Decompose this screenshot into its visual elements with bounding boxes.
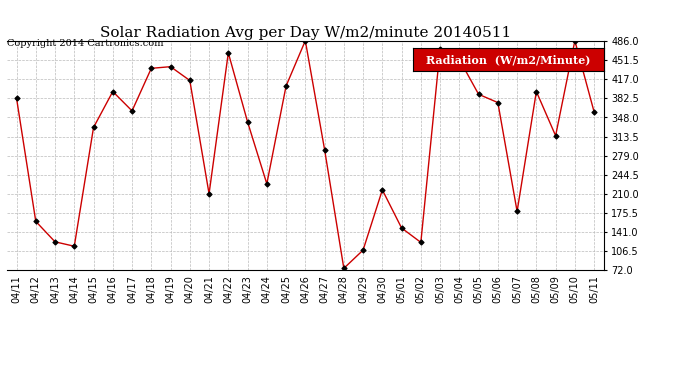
Point (319, 147, 330, 153)
Point (184, 78, 195, 84)
Point (69, 243, 80, 249)
Point (377, 187, 388, 193)
Point (126, 108, 137, 114)
Point (511, 209, 522, 214)
Point (454, 57, 465, 63)
Point (357, 247, 368, 253)
Point (338, 266, 349, 272)
Point (550, 133, 561, 139)
Point (281, 83, 292, 89)
Point (107, 88, 118, 94)
Text: Copyright 2014 Cartronics.com: Copyright 2014 Cartronics.com (7, 39, 164, 48)
Point (493, 100, 504, 106)
Point (30, 218, 41, 224)
Point (165, 64, 176, 70)
Point (223, 50, 234, 56)
Point (299, 38, 310, 44)
Point (415, 239, 426, 245)
Point (204, 191, 215, 197)
Point (262, 181, 273, 187)
Title: Solar Radiation Avg per Day W/m2/minute 20140511: Solar Radiation Avg per Day W/m2/minute … (99, 26, 511, 40)
Point (88, 124, 99, 130)
Point (569, 38, 580, 44)
Point (242, 119, 253, 125)
Point (531, 88, 542, 94)
Point (11, 95, 22, 101)
Point (396, 225, 407, 231)
Point (473, 91, 484, 97)
Point (435, 46, 446, 52)
Point (50, 239, 61, 245)
Point (146, 65, 157, 71)
Point (589, 109, 600, 115)
